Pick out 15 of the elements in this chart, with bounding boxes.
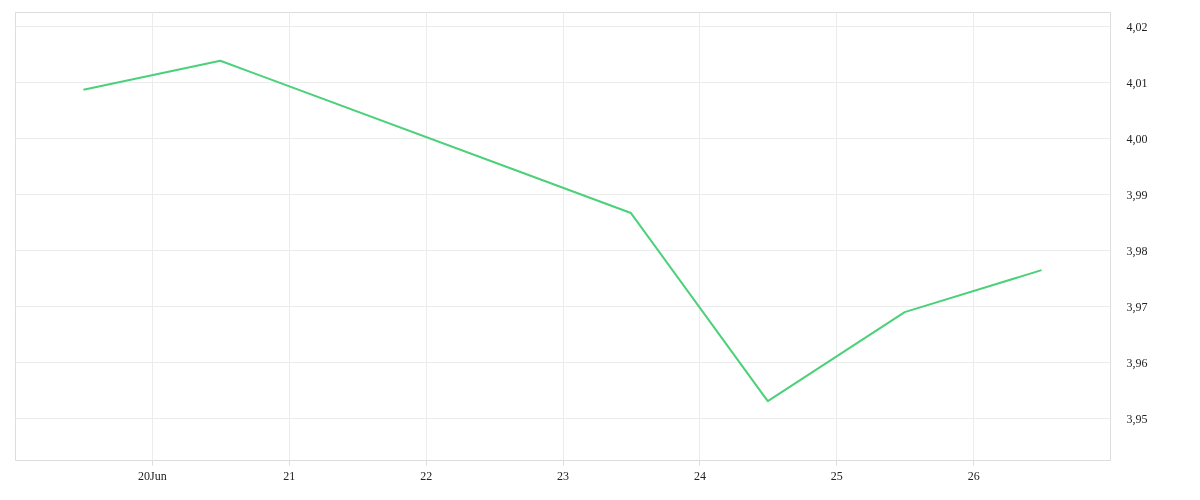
x-tick-label: 22 (420, 468, 433, 483)
x-tick-label: 26 (967, 468, 980, 483)
y-tick-label: 3,95 (1126, 411, 1148, 426)
y-tick-label: 3,96 (1126, 355, 1148, 370)
y-tick-label: 4,01 (1126, 75, 1148, 90)
x-tick-label: 25 (830, 468, 843, 483)
x-tick-label: 24 (693, 468, 706, 483)
x-tick-label: 23 (557, 468, 569, 483)
y-tick-label: 4,00 (1126, 131, 1148, 146)
y-tick-label: 4,02 (1126, 19, 1148, 34)
x-tick-label: 20Jun (138, 468, 167, 483)
x-tick-label: 21 (283, 468, 296, 483)
y-tick-label: 3,98 (1126, 243, 1148, 258)
y-tick-label: 3,99 (1126, 187, 1148, 202)
y-tick-label: 3,97 (1126, 299, 1148, 314)
